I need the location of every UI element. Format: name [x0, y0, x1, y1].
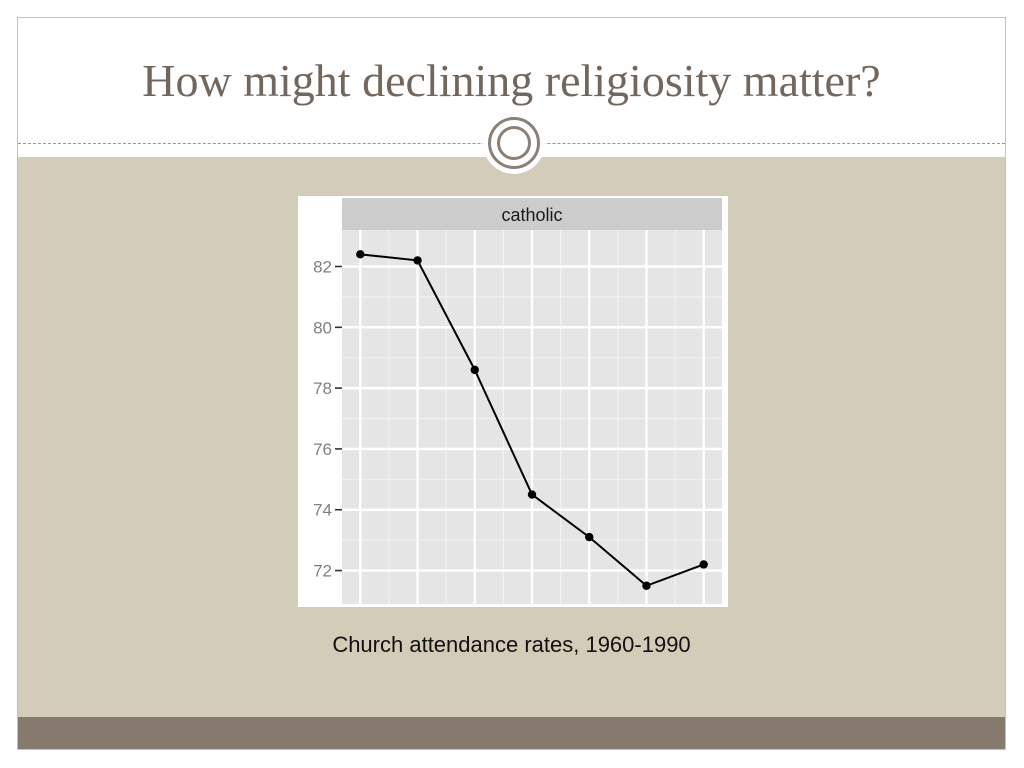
slide-title: How might declining religiosity matter?	[142, 55, 881, 106]
data-point	[585, 532, 594, 542]
data-point	[642, 581, 651, 590]
y-tick-label: 72	[313, 562, 332, 581]
chart-caption: Church attendance rates, 1960-1990	[332, 632, 691, 657]
data-point	[470, 365, 479, 375]
y-tick-label: 82	[313, 257, 332, 276]
y-tick-label: 76	[313, 440, 332, 459]
slide: How might declining religiosity matter? …	[17, 17, 1006, 750]
footer-band	[18, 717, 1005, 749]
chart-figure: catholic 72 74 76 78 80 82	[298, 196, 728, 607]
y-tick-label: 80	[313, 318, 332, 337]
facet-strip	[342, 198, 722, 230]
ornament-outer-ring	[488, 117, 540, 169]
facet-label: catholic	[501, 205, 562, 225]
ornament-inner-ring	[497, 126, 531, 160]
data-point	[356, 250, 365, 259]
y-tick-label: 74	[313, 501, 332, 520]
divider-ornament-icon	[483, 112, 545, 174]
data-point	[527, 490, 537, 499]
chart-svg: catholic 72 74 76 78 80 82	[313, 198, 722, 604]
data-point	[413, 256, 422, 265]
y-tick-label: 78	[313, 379, 332, 398]
data-point	[699, 560, 708, 569]
